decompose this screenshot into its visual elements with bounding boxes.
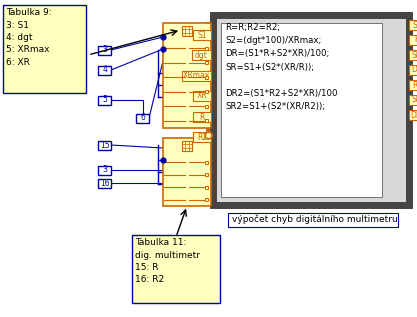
Text: SR2: SR2	[411, 95, 417, 105]
Bar	[98, 140, 111, 150]
Bar	[213, 15, 409, 205]
Bar	[205, 47, 208, 50]
Text: R2: R2	[197, 133, 207, 141]
Text: R=R;R2=R2;
S2=(dgt*100)/XRmax;
DR=(S1*R+S2*XR)/100;
SR=S1+(S2*(XR/R));

DR2=(S1*: R=R;R2=R2; S2=(dgt*100)/XRmax; DR=(S1*R+…	[225, 23, 337, 111]
Bar	[409, 50, 417, 60]
Bar	[182, 141, 192, 151]
Bar	[193, 112, 211, 122]
Bar	[98, 95, 111, 105]
Bar	[409, 95, 417, 105]
Text: S1: S1	[197, 30, 207, 40]
Bar	[409, 20, 417, 30]
Text: R2: R2	[412, 81, 417, 89]
Text: 4: 4	[103, 66, 108, 74]
Bar	[182, 26, 192, 36]
Text: S2: S2	[412, 21, 417, 29]
Bar	[409, 35, 417, 45]
Text: 16: 16	[100, 178, 110, 187]
Bar	[409, 65, 417, 75]
Text: dgt: dgt	[195, 50, 208, 60]
Bar	[192, 50, 211, 60]
Text: 5: 5	[103, 95, 108, 105]
Bar	[205, 61, 208, 64]
Bar	[163, 138, 211, 206]
Text: DR: DR	[412, 66, 417, 74]
Bar	[193, 91, 211, 101]
Text: XR: XR	[197, 92, 207, 100]
Bar	[409, 110, 417, 120]
Bar	[136, 113, 150, 122]
Bar	[205, 161, 208, 164]
Bar	[98, 178, 111, 187]
Bar	[182, 71, 211, 81]
Text: 3: 3	[103, 46, 108, 55]
Bar	[205, 186, 208, 189]
Text: 15: 15	[100, 140, 110, 150]
Bar	[193, 132, 211, 142]
Text: 6: 6	[141, 113, 146, 122]
Bar	[132, 235, 220, 303]
Text: R: R	[414, 36, 417, 44]
Bar	[205, 105, 208, 108]
Text: XRmax: XRmax	[183, 72, 210, 81]
Bar	[98, 46, 111, 55]
Bar	[205, 119, 208, 122]
Text: DR2: DR2	[410, 111, 417, 120]
Text: 3: 3	[103, 165, 108, 174]
Bar	[205, 198, 208, 201]
Text: výpočet chyb digitálního multimetru: výpočet chyb digitálního multimetru	[232, 214, 398, 223]
Bar	[228, 213, 398, 227]
Bar	[205, 76, 208, 79]
Bar	[205, 90, 208, 93]
Bar	[221, 23, 382, 197]
Bar	[163, 23, 211, 128]
Bar	[98, 66, 111, 74]
Text: Tabulka 9:
3: S1
4: dgt
5: XRmax
6: XR: Tabulka 9: 3: S1 4: dgt 5: XRmax 6: XR	[6, 8, 52, 67]
Text: SR: SR	[412, 50, 417, 60]
Bar	[409, 80, 417, 90]
Text: Tabulka 11:
dig. multimetr
15: R
16: R2: Tabulka 11: dig. multimetr 15: R 16: R2	[135, 238, 200, 284]
Text: R: R	[199, 113, 205, 121]
Bar	[3, 5, 86, 93]
Bar	[205, 173, 208, 176]
Bar	[193, 30, 211, 40]
Bar	[98, 165, 111, 174]
